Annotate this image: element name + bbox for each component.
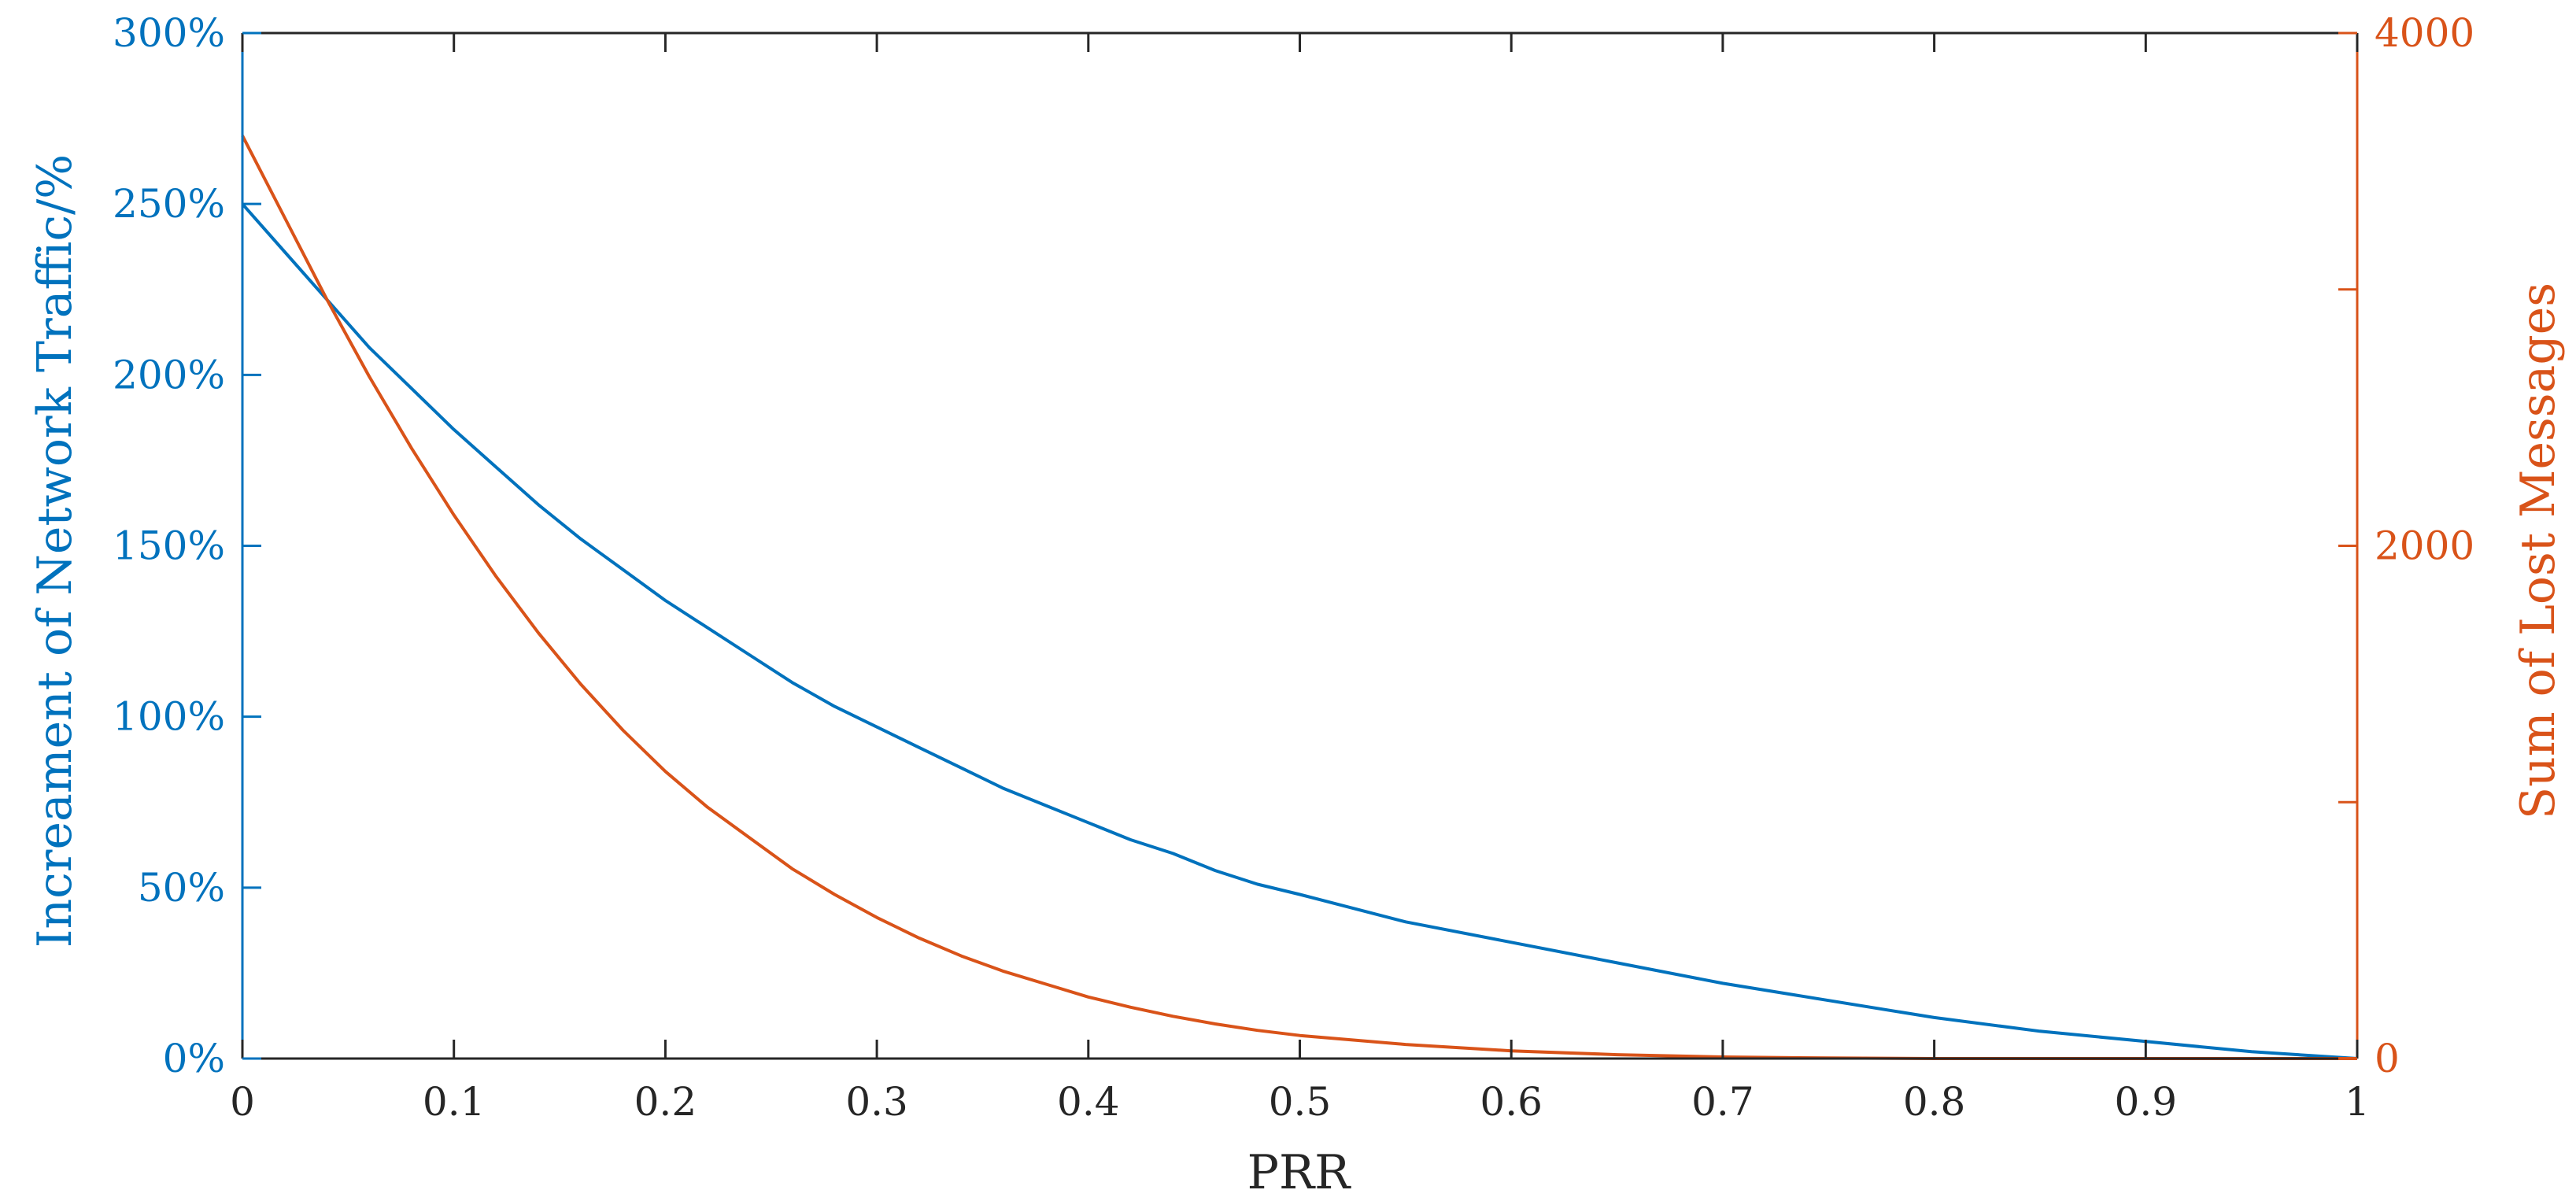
left-tick-label: 50% xyxy=(138,865,225,911)
x-tick-label: 0.5 xyxy=(1269,1079,1332,1125)
right-axis-title: Sum of Lost Messages xyxy=(2511,283,2566,819)
x-axis-title: PRR xyxy=(1247,1145,1352,1200)
x-tick-label: 0.3 xyxy=(845,1079,908,1125)
x-tick-label: 0.2 xyxy=(634,1079,697,1125)
left-axis-title: Increament of Network Traffic/% xyxy=(28,154,83,948)
x-tick-label: 0.1 xyxy=(423,1079,486,1125)
left-tick-label: 0% xyxy=(163,1036,225,1081)
tick-labels: 0 0.1 0.2 0.3 0.4 0.5 0.6 0.7 0.8 0.9 1 0% 50% 100% 15… xyxy=(113,10,2474,1125)
right-tick-label: 0 xyxy=(2375,1036,2400,1081)
axes-ticks xyxy=(241,31,2359,1060)
x-tick-label: 0.7 xyxy=(1691,1079,1754,1125)
x-tick-label: 0.4 xyxy=(1057,1079,1120,1125)
left-tick-label: 200% xyxy=(113,352,225,397)
x-tick-label: 0 xyxy=(230,1079,255,1125)
left-tick-label: 300% xyxy=(113,10,225,56)
lost-messages-line xyxy=(241,135,2357,1060)
x-tick-label: 1 xyxy=(2345,1079,2370,1125)
x-tick-label: 0.9 xyxy=(2115,1079,2178,1125)
network-traffic-line xyxy=(241,202,2358,1060)
left-tick-label: 150% xyxy=(113,523,225,569)
left-tick-label: 250% xyxy=(113,181,225,227)
plot-area xyxy=(241,135,2358,1060)
x-tick-label: 0.6 xyxy=(1480,1079,1543,1125)
left-tick-label: 100% xyxy=(113,694,225,740)
right-tick-label: 4000 xyxy=(2375,10,2474,56)
x-tick-label: 0.8 xyxy=(1903,1079,1966,1125)
right-tick-label: 2000 xyxy=(2375,523,2474,569)
